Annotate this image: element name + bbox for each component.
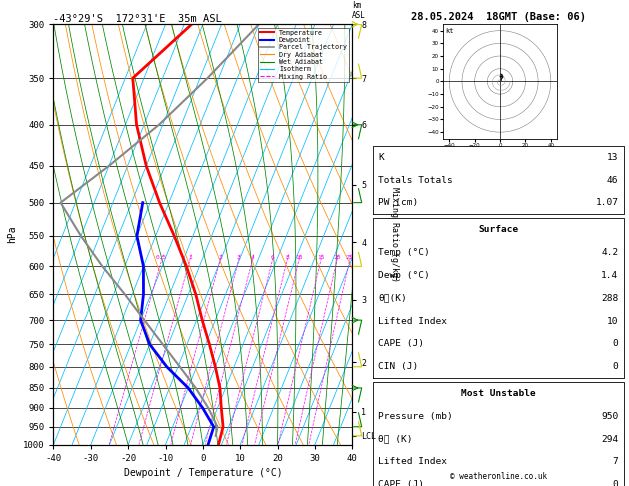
- Text: 0.5: 0.5: [156, 256, 167, 260]
- Text: CIN (J): CIN (J): [379, 362, 419, 371]
- Text: 0: 0: [613, 480, 618, 486]
- Text: 46: 46: [607, 175, 618, 185]
- Text: 10: 10: [295, 256, 303, 260]
- Text: Temp (°C): Temp (°C): [379, 248, 430, 257]
- Text: 294: 294: [601, 434, 618, 444]
- Text: 28.05.2024  18GMT (Base: 06): 28.05.2024 18GMT (Base: 06): [411, 12, 586, 22]
- Text: 0: 0: [613, 362, 618, 371]
- Text: 6: 6: [270, 256, 274, 260]
- Text: 20: 20: [333, 256, 341, 260]
- Text: Dewp (°C): Dewp (°C): [379, 271, 430, 280]
- Text: 3: 3: [237, 256, 240, 260]
- Text: 950: 950: [601, 412, 618, 421]
- X-axis label: Dewpoint / Temperature (°C): Dewpoint / Temperature (°C): [123, 469, 282, 478]
- Y-axis label: hPa: hPa: [8, 226, 18, 243]
- Legend: Temperature, Dewpoint, Parcel Trajectory, Dry Adiabat, Wet Adiabat, Isotherm, Mi: Temperature, Dewpoint, Parcel Trajectory…: [259, 28, 349, 82]
- Text: Most Unstable: Most Unstable: [461, 389, 536, 398]
- Text: 10: 10: [607, 316, 618, 326]
- Text: Surface: Surface: [479, 225, 518, 234]
- Text: PW (cm): PW (cm): [379, 198, 419, 208]
- Text: 1.07: 1.07: [596, 198, 618, 208]
- Text: θᴄ (K): θᴄ (K): [379, 434, 413, 444]
- Text: 7: 7: [613, 457, 618, 467]
- Text: Pressure (mb): Pressure (mb): [379, 412, 453, 421]
- Text: 2: 2: [218, 256, 222, 260]
- Text: Totals Totals: Totals Totals: [379, 175, 453, 185]
- Text: 13: 13: [607, 153, 618, 162]
- Text: 4: 4: [250, 256, 254, 260]
- Text: K: K: [379, 153, 384, 162]
- Text: -43°29'S  172°31'E  35m ASL: -43°29'S 172°31'E 35m ASL: [53, 14, 222, 23]
- Y-axis label: Mixing Ratio (g/kg): Mixing Ratio (g/kg): [390, 187, 399, 282]
- Text: 0: 0: [613, 339, 618, 348]
- Text: Lifted Index: Lifted Index: [379, 457, 447, 467]
- Text: 288: 288: [601, 294, 618, 303]
- Text: 4.2: 4.2: [601, 248, 618, 257]
- Text: 1.4: 1.4: [601, 271, 618, 280]
- Text: CAPE (J): CAPE (J): [379, 339, 425, 348]
- Text: 8: 8: [285, 256, 289, 260]
- Text: km
ASL: km ASL: [352, 0, 366, 20]
- Text: Lifted Index: Lifted Index: [379, 316, 447, 326]
- Text: © weatheronline.co.uk: © weatheronline.co.uk: [450, 472, 547, 481]
- Text: kt: kt: [445, 28, 454, 34]
- Text: θᴄ(K): θᴄ(K): [379, 294, 407, 303]
- Text: 25: 25: [346, 256, 353, 260]
- Text: 15: 15: [317, 256, 325, 260]
- Text: 1: 1: [188, 256, 192, 260]
- Text: CAPE (J): CAPE (J): [379, 480, 425, 486]
